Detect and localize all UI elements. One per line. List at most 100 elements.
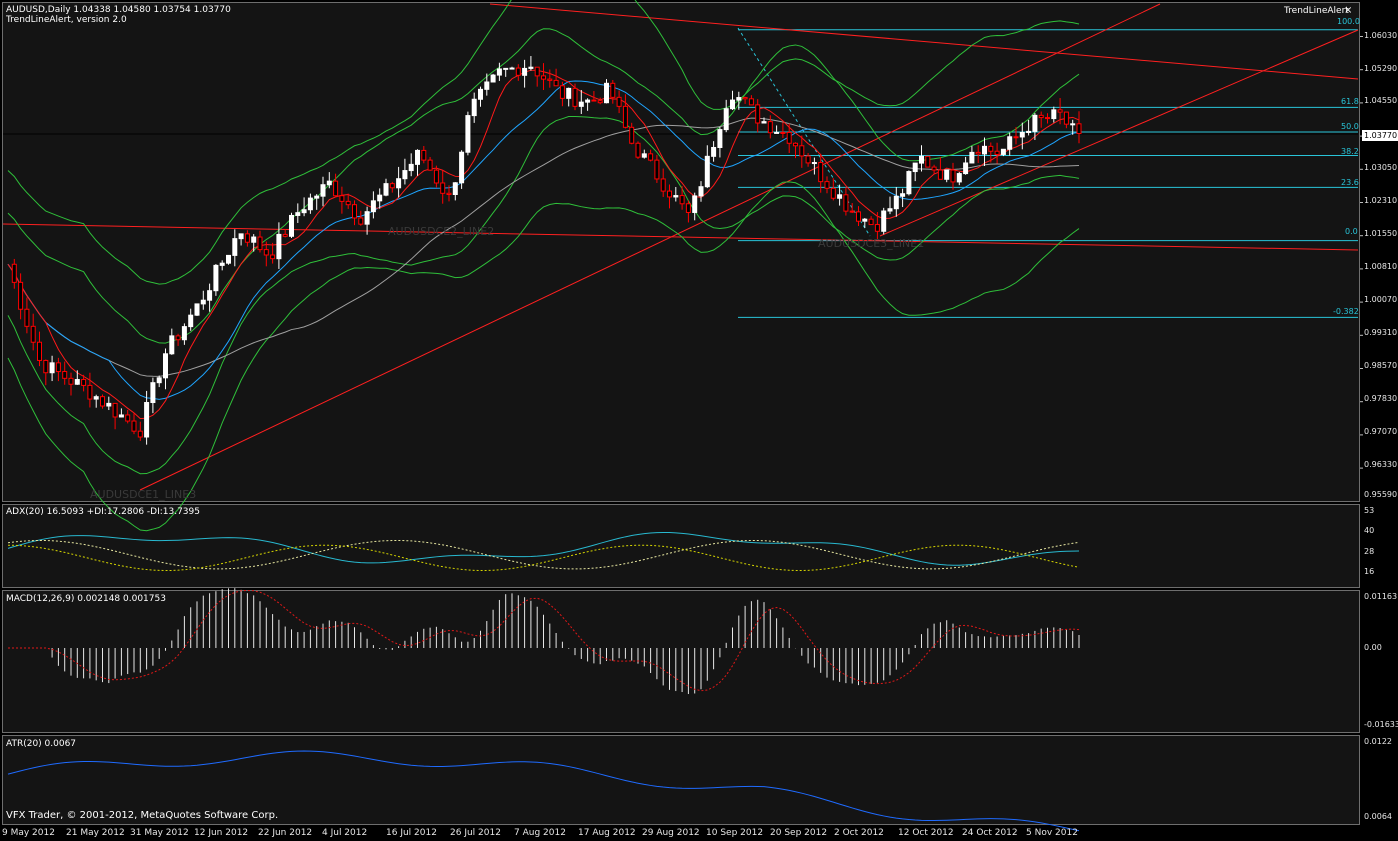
price-axis-label: 1.04550 [1364, 96, 1398, 105]
candle-body [906, 171, 912, 195]
candle-body [541, 75, 546, 80]
candle-body [622, 105, 628, 128]
candle-body [370, 200, 376, 213]
candle-body [484, 81, 490, 90]
candle-body [616, 96, 622, 107]
candle-body [730, 99, 735, 110]
candle-body [748, 98, 754, 106]
moving-average-line [7, 117, 1080, 377]
candle-body [774, 131, 780, 134]
candle-body [364, 211, 370, 225]
adx-pane[interactable] [2, 504, 1360, 588]
candle-body [421, 149, 427, 161]
macd-axis-label: 0.00 [1364, 643, 1382, 652]
candle-body [295, 212, 301, 216]
candle-body [862, 218, 868, 222]
candle-body [994, 150, 1000, 155]
candle-body [1051, 109, 1057, 120]
candle-body [654, 159, 660, 180]
candle-body [345, 200, 351, 206]
candle-body [37, 341, 42, 361]
candle-body [849, 210, 855, 213]
candle-body [144, 402, 150, 438]
trend-line [489, 3, 1359, 80]
candle-body [673, 195, 679, 198]
candle-body [874, 224, 880, 232]
candle-body [471, 98, 477, 117]
time-axis-label: 24 Oct 2012 [962, 828, 1018, 838]
price-axis-label: 0.95590 [1364, 490, 1398, 499]
candle-body [1070, 123, 1076, 126]
price-axis-tick [1360, 434, 1363, 436]
candle-body [383, 183, 389, 196]
candle-body [87, 384, 93, 400]
candle-body [692, 195, 698, 213]
time-axis-label: 12 Jun 2012 [194, 828, 249, 838]
candle-body [534, 66, 540, 77]
candle-body [415, 149, 420, 165]
candle-body [490, 74, 496, 83]
candle-body [326, 180, 332, 186]
macd-axis-label: -0.01633 [1364, 720, 1398, 729]
candle-body [648, 153, 654, 161]
atr-pane[interactable] [2, 735, 1360, 825]
candle-body [289, 214, 294, 237]
fib-level-label: 61.8 [1341, 97, 1359, 106]
candle-body [711, 146, 717, 157]
candle-body [282, 233, 288, 237]
price-axis-tick [1360, 135, 1363, 137]
price-axis-label: 0.97830 [1364, 394, 1398, 403]
candle-body [786, 131, 792, 144]
candle-body [358, 217, 364, 225]
adx-axis-label: 40 [1364, 526, 1375, 535]
candle-body [975, 151, 981, 155]
candle-body [244, 233, 250, 243]
candle-body [81, 379, 87, 386]
candle-body [270, 254, 276, 260]
time-axis-label: 5 Nov 2012 [1026, 828, 1078, 838]
time-axis-label: 16 Jul 2012 [386, 828, 437, 838]
time-axis-label: 22 Jun 2012 [258, 828, 313, 838]
candle-body [93, 396, 99, 400]
candle-body [226, 254, 231, 264]
current-price-marker: 1.03770 [1362, 130, 1398, 141]
candle-body [830, 187, 836, 199]
candle-body [62, 371, 68, 379]
price-axis-tick [1360, 69, 1363, 71]
candle-body [125, 414, 131, 422]
fib-level-label: 100.0 [1337, 17, 1360, 26]
candle-body [837, 194, 843, 199]
fib-level-label: 23.6 [1341, 178, 1359, 187]
macd-signal-line [8, 589, 1080, 692]
price-axis-label: 0.99310 [1364, 328, 1398, 337]
candle-body [799, 145, 805, 157]
candle-body [131, 420, 137, 432]
candle-body [1032, 114, 1038, 132]
time-axis-label: 17 Aug 2012 [578, 828, 636, 838]
fib-level-label: -0.382 [1333, 307, 1359, 316]
candle-body [559, 85, 565, 99]
candle-body [736, 97, 742, 101]
price-axis-label: 1.00070 [1364, 295, 1398, 304]
candle-body [597, 100, 603, 104]
price-axis-tick [1360, 401, 1363, 403]
close-icon[interactable]: × [1344, 5, 1353, 16]
candle-body [635, 142, 641, 158]
minus-di-line [7, 544, 1080, 572]
candle-body [352, 204, 357, 219]
candle-body [937, 169, 943, 180]
candle-body [433, 169, 439, 184]
candle-body [156, 377, 162, 384]
candle-body [112, 402, 118, 418]
time-axis-label: 26 Jul 2012 [450, 828, 501, 838]
candle-body [389, 183, 395, 189]
candle-body [43, 359, 49, 374]
candle-body [194, 303, 200, 316]
candle-body [610, 82, 616, 98]
candle-body [950, 169, 956, 183]
indicator-info: TrendLineAlert, version 2.0 [6, 15, 127, 25]
adx-axis-label: 53 [1364, 506, 1375, 515]
price-chart-pane[interactable] [2, 2, 1360, 502]
